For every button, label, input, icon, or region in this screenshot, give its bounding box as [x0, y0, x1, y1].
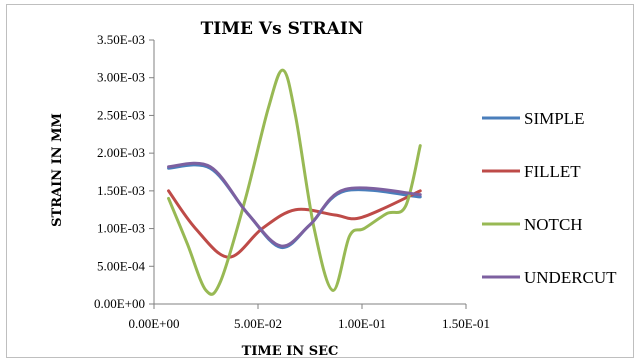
y-tick-label: 3.00E-03	[97, 70, 145, 85]
series-line-fillet	[167, 189, 422, 259]
series-line-simple	[167, 163, 422, 249]
y-tick-label: 2.00E-03	[97, 145, 145, 160]
legend-label: UNDERCUT	[524, 268, 617, 287]
x-tick-label: 0.00E+00	[128, 316, 179, 331]
series-line-undercut	[167, 161, 422, 248]
x-tick-label: 1.50E-01	[442, 316, 490, 331]
legend-label: NOTCH	[524, 215, 583, 234]
legend-label: FILLET	[524, 162, 581, 181]
y-tick-label: 2.50E-03	[97, 107, 145, 122]
x-tick-label: 1.00E-01	[338, 316, 386, 331]
x-tick-label: 5.00E-02	[234, 316, 282, 331]
series-line-notch	[167, 68, 422, 296]
y-tick-label: 3.50E-03	[97, 32, 145, 47]
chart-frame	[6, 4, 634, 358]
x-axis-title: TIME IN SEC	[242, 344, 339, 359]
y-tick-label: 1.50E-03	[97, 183, 145, 198]
y-tick-label: 1.00E-03	[97, 221, 145, 236]
chart-title: TIME Vs STRAIN	[201, 19, 364, 39]
y-tick-label: 5.00E-04	[97, 258, 146, 273]
y-axis-title: STRAIN IN MM	[50, 113, 65, 227]
y-tick-label: 0.00E+00	[94, 296, 145, 311]
legend-label: SIMPLE	[524, 109, 584, 128]
